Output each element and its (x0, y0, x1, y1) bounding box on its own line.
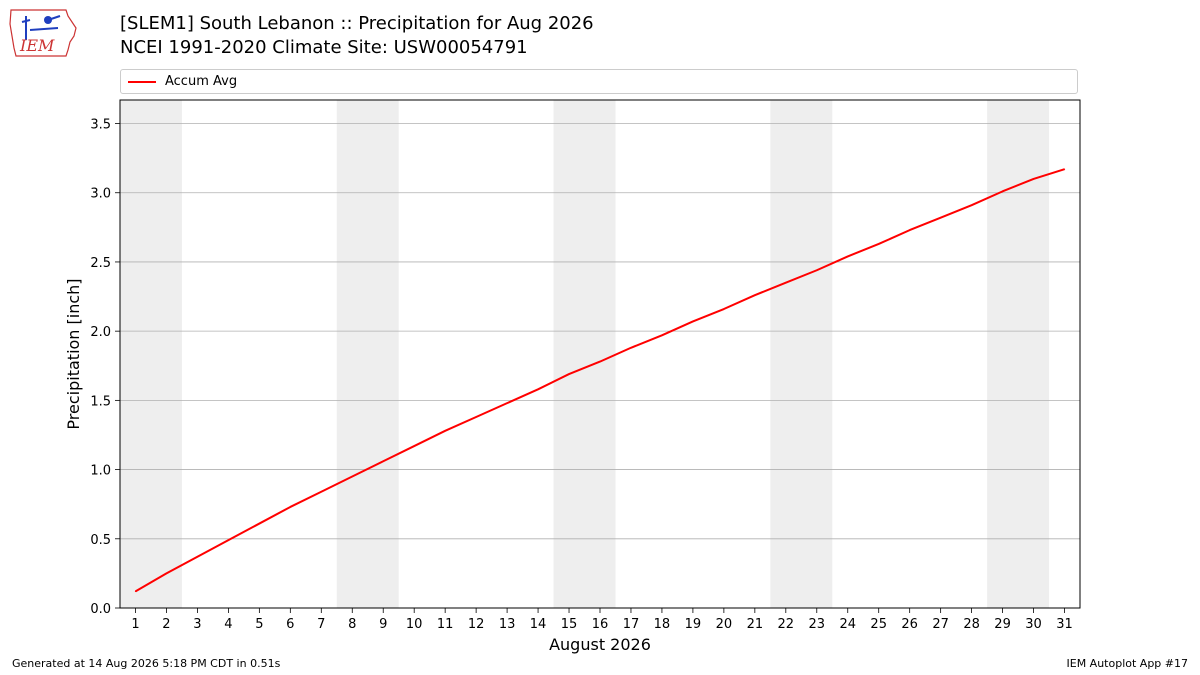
legend-label-accum-avg: Accum Avg (165, 74, 238, 89)
x-tick-label-22: 23 (809, 617, 826, 632)
plot-frame (119, 99, 1081, 609)
weekend-band-3 (770, 100, 833, 608)
weekend-band-2 (553, 100, 616, 608)
x-tick-label-30: 31 (1056, 617, 1073, 632)
y-tick-label-1: 0.5 (90, 533, 111, 548)
x-tick-label-6: 7 (317, 617, 325, 632)
legend-swatch-accum-avg (128, 81, 156, 83)
data-point-26 (909, 229, 911, 231)
data-point-11 (444, 430, 446, 432)
y-tick-label-4: 2.0 (90, 325, 111, 340)
x-tick-label-9: 10 (406, 617, 423, 632)
y-tick-label-2: 1.0 (90, 464, 111, 479)
data-point-8 (351, 475, 353, 478)
footer-generated: Generated at 14 Aug 2026 5:18 PM CDT in … (12, 657, 281, 670)
data-point-10 (413, 445, 415, 447)
legend: Accum Avg (120, 69, 1078, 94)
x-tick-label-16: 17 (623, 617, 640, 632)
weekend-band-0 (120, 100, 182, 608)
x-tick-label-15: 16 (592, 617, 609, 632)
x-tick-label-5: 6 (286, 617, 294, 632)
data-point-13 (506, 402, 508, 404)
data-point-22 (785, 282, 787, 284)
logo-text: IEM (19, 36, 55, 55)
x-tick-label-8: 9 (379, 617, 387, 632)
x-tick-label-24: 25 (870, 617, 887, 632)
x-tick-label-20: 21 (747, 617, 764, 632)
x-tick-label-19: 20 (716, 617, 733, 632)
y-tick-label-5: 2.5 (90, 256, 111, 271)
data-point-7 (320, 491, 322, 493)
data-point-4 (227, 539, 229, 541)
x-tick-label-3: 4 (224, 617, 232, 632)
x-tick-label-17: 18 (654, 617, 671, 632)
iem-logo: IEM (9, 9, 77, 57)
data-point-20 (723, 308, 725, 310)
data-point-2 (165, 572, 168, 574)
x-tick-label-29: 30 (1025, 617, 1042, 632)
chart-subtitle: NCEI 1991-2020 Climate Site: USW00054791 (120, 37, 528, 58)
x-tick-label-28: 29 (994, 617, 1011, 632)
data-point-23 (816, 269, 818, 271)
footer-app: IEM Autoplot App #17 (1066, 657, 1189, 670)
x-tick-label-1: 2 (162, 617, 170, 632)
series-points-0 (134, 168, 1066, 592)
x-tick-label-11: 12 (468, 617, 485, 632)
x-tick-label-18: 19 (685, 617, 702, 632)
data-point-3 (196, 556, 199, 558)
data-point-1 (134, 590, 137, 592)
x-tick-label-10: 11 (437, 617, 454, 632)
x-tick-label-2: 3 (193, 617, 201, 632)
data-point-12 (475, 416, 477, 418)
data-point-9 (382, 460, 384, 462)
data-point-15 (568, 373, 570, 375)
data-point-5 (258, 522, 260, 525)
x-tick-label-25: 26 (901, 617, 918, 632)
chart-title: [SLEM1] South Lebanon :: Precipitation f… (120, 13, 594, 34)
x-tick-label-26: 27 (932, 617, 949, 632)
y-tick-label-3: 1.5 (90, 394, 111, 409)
data-point-19 (692, 320, 694, 323)
data-point-16 (599, 361, 601, 363)
y-tick-label-7: 3.5 (90, 118, 111, 133)
data-point-29 (1001, 190, 1004, 192)
data-point-18 (661, 334, 663, 336)
data-point-25 (878, 243, 880, 245)
data-point-27 (940, 217, 942, 219)
data-point-30 (1032, 178, 1035, 180)
data-point-24 (847, 255, 849, 258)
data-point-28 (971, 204, 973, 206)
x-tick-label-21: 22 (778, 617, 795, 632)
x-tick-label-7: 8 (348, 617, 356, 632)
data-point-17 (630, 347, 632, 349)
data-point-21 (754, 294, 756, 296)
data-point-14 (537, 388, 539, 390)
x-tick-label-13: 14 (530, 617, 547, 632)
x-tick-label-4: 5 (255, 617, 263, 632)
x-tick-label-14: 15 (561, 617, 578, 632)
data-point-6 (289, 506, 291, 508)
y-axis-label: Precipitation [inch] (64, 278, 83, 429)
weekend-band-1 (336, 100, 399, 608)
x-tick-label-0: 1 (131, 617, 139, 632)
y-tick-label-6: 3.0 (90, 187, 111, 202)
data-point-31 (1063, 168, 1066, 170)
x-tick-label-23: 24 (839, 617, 856, 632)
x-axis-label: August 2026 (549, 635, 651, 654)
y-tick-label-0: 0.0 (90, 602, 111, 617)
x-tick-label-12: 13 (499, 617, 516, 632)
x-tick-label-27: 28 (963, 617, 980, 632)
